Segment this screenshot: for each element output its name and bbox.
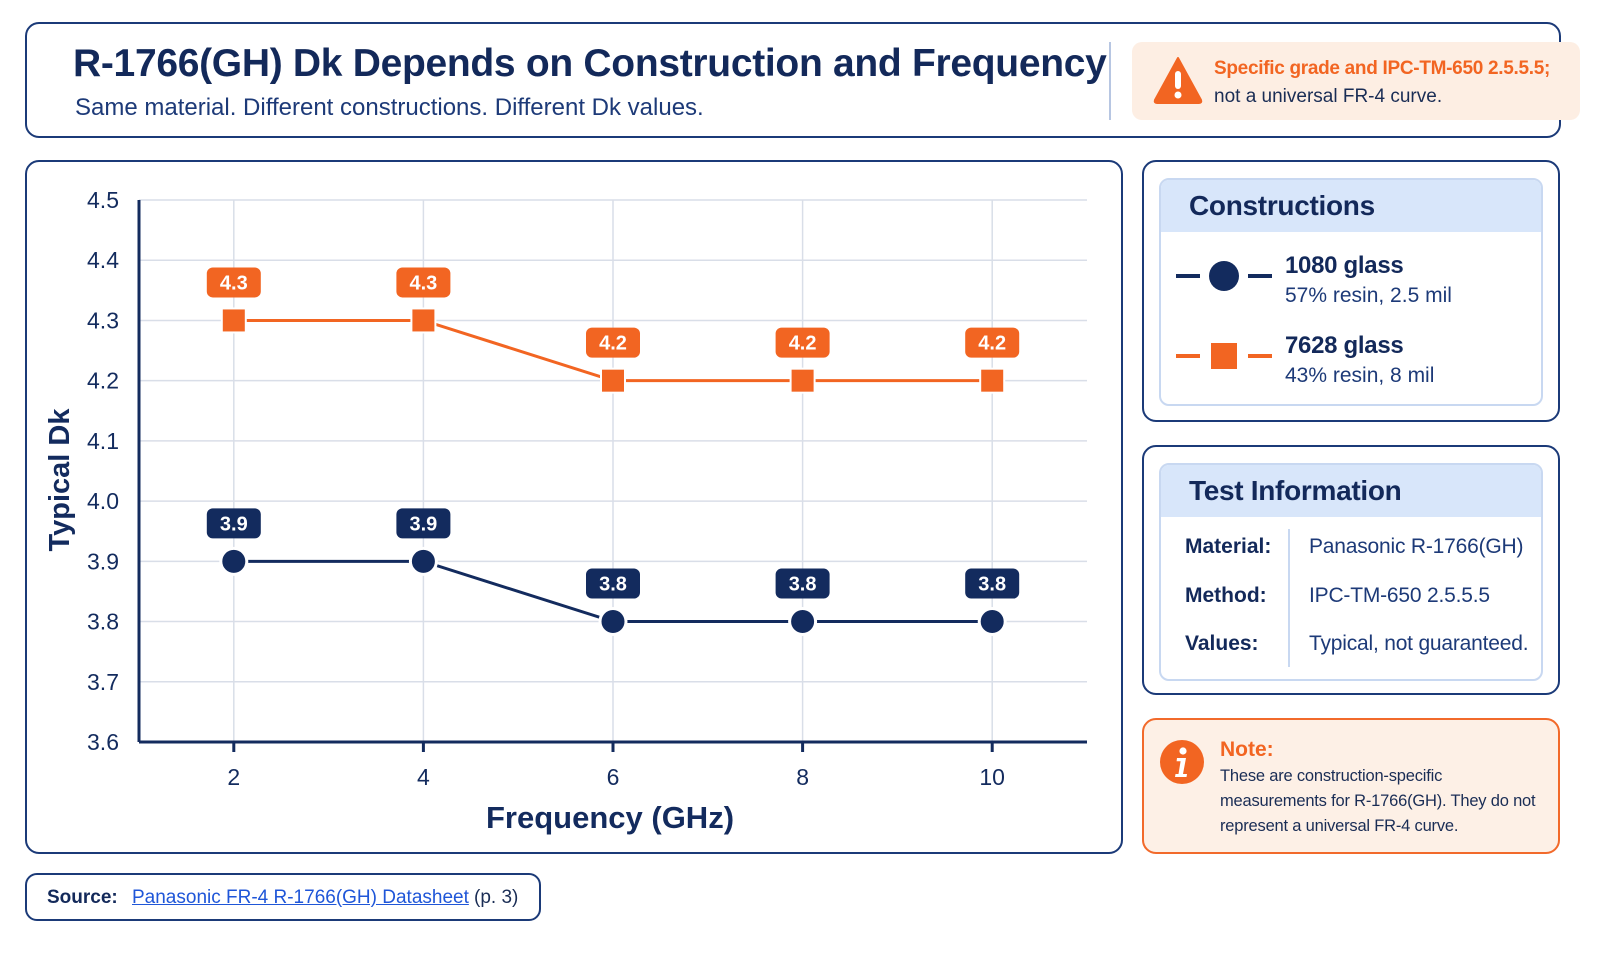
note-text: measurements for R-1766(GH). They do not — [1220, 792, 1536, 810]
source-label: Source: — [47, 887, 118, 908]
data-label: 3.9 — [409, 513, 437, 535]
info-value: Panasonic R-1766(GH) — [1309, 535, 1524, 558]
data-point-circle — [977, 607, 1007, 637]
data-label-badge — [206, 267, 261, 298]
test-information-heading: Test Information — [1161, 465, 1541, 517]
series-markers — [219, 307, 1007, 637]
circle-marker-icon — [1176, 261, 1272, 291]
legend-item-1080-glass: 1080 glass 57% resin, 2.5 mil — [1161, 252, 1541, 312]
info-row-material: Material: Panasonic R-1766(GH) — [1161, 535, 1541, 569]
test-information-panel: Test Information Material: Panasonic R-1… — [1159, 463, 1543, 681]
data-label: 4.3 — [409, 272, 437, 294]
axes — [137, 200, 1087, 752]
legend-name: 1080 glass — [1285, 252, 1404, 279]
data-label: 4.2 — [599, 333, 627, 355]
datasheet-link[interactable]: Panasonic FR-4 R-1766(GH) Datasheet — [132, 887, 469, 908]
data-point-circle — [598, 607, 628, 637]
x-axis-title: Frequency (GHz) — [486, 800, 734, 835]
y-tick-label: 3.6 — [87, 729, 119, 755]
data-label: 3.8 — [978, 574, 1006, 596]
info-value: Typical, not guaranteed. — [1309, 632, 1529, 655]
grid-lines — [139, 199, 1087, 742]
data-label: 3.9 — [220, 513, 248, 535]
y-axis-title: Typical Dk — [44, 408, 76, 552]
data-point-square — [220, 307, 247, 334]
legend-name: 7628 glass — [1285, 332, 1404, 359]
data-point-square — [600, 367, 626, 394]
note-card: Note: These are construction-specific me… — [1142, 718, 1560, 854]
info-label: Method: — [1185, 584, 1267, 607]
x-tick-label: 2 — [227, 764, 240, 790]
test-information-card: Test Information Material: Panasonic R-1… — [1142, 445, 1560, 695]
data-point-circle — [408, 546, 438, 576]
data-label-badge — [396, 508, 451, 539]
warning-text-primary: Specific grade and IPC-TM-650 2.5.5.5; — [1214, 58, 1550, 79]
warning-icon — [1153, 57, 1203, 104]
info-row-values: Values: Typical, not guaranteed. — [1161, 632, 1541, 666]
header-card: R-1766(GH) Dk Depends on Construction an… — [25, 22, 1580, 138]
data-label-badge — [965, 568, 1020, 599]
header-divider — [1109, 42, 1111, 120]
y-tick-label: 4.3 — [87, 307, 119, 333]
data-label-badge — [965, 327, 1020, 358]
note-text: These are construction-specific — [1220, 767, 1443, 785]
y-tick-labels: 3.6 3.7 3.8 3.9 4.0 4.1 4.2 4.3 4.4 4.5 — [87, 187, 119, 755]
constructions-panel: Constructions 1080 glass 57% resin, 2.5 … — [1159, 178, 1543, 406]
data-label: 3.8 — [789, 574, 817, 596]
x-tick-labels: 2 4 6 8 10 — [227, 764, 1005, 790]
info-value: IPC-TM-650 2.5.5.5 — [1309, 584, 1490, 607]
y-tick-label: 3.9 — [87, 548, 119, 574]
x-tick-label: 6 — [607, 764, 620, 790]
y-tick-label: 4.5 — [87, 187, 119, 213]
x-tick-label: 4 — [417, 764, 430, 790]
y-tick-label: 4.2 — [87, 368, 119, 394]
data-label: 4.2 — [789, 333, 817, 355]
warning-text-secondary: not a universal FR-4 curve. — [1214, 86, 1443, 107]
data-label-badge — [775, 327, 830, 358]
data-label-badge — [396, 267, 451, 298]
legend-detail: 57% resin, 2.5 mil — [1285, 284, 1452, 307]
legend-item-7628-glass: 7628 glass 43% resin, 8 mil — [1161, 332, 1541, 392]
data-label-badge — [775, 568, 830, 599]
data-point-circle — [788, 607, 818, 637]
x-tick-label: 8 — [796, 764, 809, 790]
data-label-badge — [586, 568, 640, 599]
data-label: 3.8 — [599, 574, 627, 596]
source-card: Source: Panasonic FR-4 R-1766(GH) Datash… — [25, 873, 541, 921]
x-tick-label: 10 — [979, 764, 1005, 790]
dk-frequency-chart: 3.6 3.7 3.8 3.9 4.0 4.1 4.2 4.3 4.4 4.5 2 4 6 8 10 3.… — [44, 187, 1087, 835]
source-page-reference: (p. 3) — [474, 887, 519, 908]
data-label-badge — [206, 508, 261, 539]
page-title: R-1766(GH) Dk Depends on Construction an… — [73, 42, 1107, 85]
info-icon — [1160, 740, 1204, 784]
y-tick-label: 4.0 — [87, 488, 119, 514]
chart-card: 3.6 3.7 3.8 3.9 4.0 4.1 4.2 4.3 4.4 4.5 2 4 6 8 10 3.… — [25, 160, 1123, 854]
y-tick-label: 4.1 — [87, 428, 119, 454]
legend-detail: 43% resin, 8 mil — [1285, 364, 1435, 387]
warning-banner: Specific grade and IPC-TM-650 2.5.5.5; n… — [1132, 42, 1580, 120]
constructions-heading: Constructions — [1161, 180, 1541, 232]
page-subtitle: Same material. Different constructions. … — [75, 94, 704, 121]
square-marker-icon — [1176, 343, 1272, 369]
data-point-square — [410, 307, 437, 334]
data-labels: 3.9 3.9 3.8 3.8 3.8 4.3 4.3 4.2 4.2 4.2 — [206, 267, 1020, 599]
data-point-circle — [219, 546, 249, 576]
y-tick-label: 3.8 — [87, 609, 119, 635]
data-label-badge — [586, 327, 640, 358]
constructions-card: Constructions 1080 glass 57% resin, 2.5 … — [1142, 160, 1560, 422]
y-tick-label: 4.4 — [87, 247, 119, 273]
info-row-method: Method: IPC-TM-650 2.5.5.5 — [1161, 584, 1541, 618]
data-point-square — [789, 367, 816, 394]
info-divider — [1288, 529, 1290, 667]
data-label: 4.2 — [978, 333, 1006, 355]
y-tick-label: 3.7 — [87, 669, 119, 695]
info-label: Material: — [1185, 535, 1272, 558]
data-label: 4.3 — [220, 272, 248, 294]
note-text: represent a universal FR-4 curve. — [1220, 817, 1459, 835]
data-point-square — [979, 367, 1006, 394]
note-title: Note: — [1220, 738, 1274, 761]
info-label: Values: — [1185, 632, 1259, 655]
